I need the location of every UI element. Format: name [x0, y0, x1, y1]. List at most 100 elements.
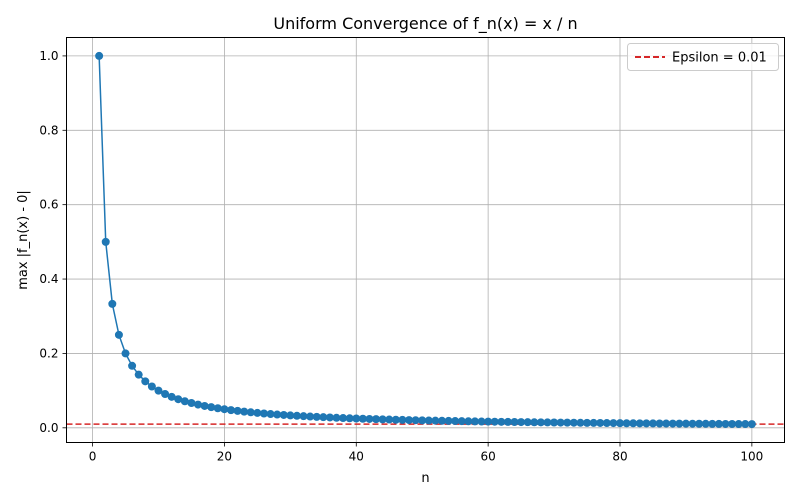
data-point	[536, 418, 545, 427]
data-point	[602, 419, 611, 428]
y-tick-label: 1.0	[39, 49, 58, 63]
data-point	[194, 400, 203, 409]
data-point	[437, 416, 446, 425]
data-point	[655, 419, 664, 428]
x-tick-label: 80	[612, 450, 627, 464]
data-point	[207, 403, 216, 412]
data-point	[523, 418, 532, 427]
data-point	[517, 418, 526, 427]
data-point	[108, 299, 117, 308]
data-point	[246, 408, 255, 417]
data-point	[695, 419, 704, 428]
data-point	[147, 382, 156, 391]
data-point	[648, 419, 657, 428]
data-point	[141, 377, 150, 386]
data-point	[550, 418, 559, 427]
data-point	[721, 419, 730, 428]
data-point	[622, 419, 631, 428]
data-point	[484, 417, 493, 426]
data-point	[635, 419, 644, 428]
data-point	[227, 406, 235, 415]
data-point	[180, 397, 189, 406]
data-point	[312, 412, 321, 421]
data-point	[154, 386, 163, 395]
data-point	[681, 419, 690, 428]
x-tick-label: 60	[480, 450, 495, 464]
data-point	[464, 417, 473, 426]
data-point	[279, 410, 288, 419]
data-point	[398, 415, 407, 424]
data-point	[101, 237, 110, 246]
data-point	[266, 410, 275, 419]
x-tick-label: 0	[89, 450, 97, 464]
data-point	[273, 410, 282, 419]
data-point	[431, 416, 440, 425]
data-point	[339, 414, 348, 423]
data-point	[477, 417, 486, 426]
legend-epsilon-label: Epsilon = 0.01	[672, 51, 767, 66]
data-point	[569, 418, 578, 427]
data-point	[503, 417, 512, 426]
data-point	[332, 413, 341, 422]
data-point	[161, 390, 170, 398]
data-point	[306, 412, 315, 421]
data-point	[444, 416, 453, 425]
data-point	[714, 419, 723, 428]
x-tick-label: 40	[349, 450, 364, 464]
data-point	[497, 417, 506, 426]
data-point	[642, 419, 651, 428]
data-point	[418, 416, 427, 425]
data-point	[167, 392, 176, 401]
data-point	[424, 416, 433, 425]
plot-area-frame	[66, 37, 785, 443]
data-point	[391, 415, 400, 424]
data-point	[134, 370, 143, 379]
legend: Epsilon = 0.01	[627, 43, 779, 71]
data-point	[200, 401, 209, 410]
data-point	[589, 418, 598, 427]
data-point	[728, 419, 737, 428]
data-point	[708, 419, 717, 428]
data-point	[319, 413, 328, 422]
y-tick-label: 0.6	[39, 198, 58, 212]
data-point	[128, 361, 137, 370]
data-point	[378, 415, 387, 424]
data-point	[325, 413, 334, 422]
data-point	[365, 414, 374, 423]
data-point	[352, 414, 361, 423]
data-point	[385, 415, 394, 424]
data-point	[174, 395, 183, 404]
data-point	[701, 419, 710, 428]
data-point	[451, 417, 460, 426]
x-axis-label: n	[421, 471, 429, 486]
data-point	[240, 407, 249, 416]
y-tick-label: 0.8	[39, 123, 58, 137]
data-point	[563, 418, 572, 427]
x-tick-label: 20	[217, 450, 232, 464]
y-tick-label: 0.0	[39, 421, 58, 435]
y-tick-label: 0.4	[39, 272, 58, 286]
axis-ticks: 0 20 40 60 80 100 0.0 0.2 0.4 0.6 0.8 1.0	[39, 49, 763, 464]
data-point	[121, 349, 130, 358]
data-point	[233, 406, 242, 415]
data-point	[253, 408, 262, 417]
data-point	[668, 419, 677, 428]
data-point	[543, 418, 552, 427]
data-point	[510, 418, 519, 427]
y-tick-label: 0.2	[39, 346, 58, 360]
data-point	[741, 420, 750, 429]
legend-frame	[627, 43, 779, 71]
data-point	[734, 420, 743, 429]
data-point	[747, 420, 756, 429]
data-point	[187, 399, 196, 407]
data-point	[299, 412, 308, 421]
data-point	[372, 415, 381, 424]
data-point	[292, 411, 301, 420]
data-point	[220, 405, 229, 414]
series-layer	[95, 51, 756, 429]
data-point	[114, 330, 123, 339]
data-point	[470, 417, 479, 426]
data-point	[675, 419, 684, 428]
